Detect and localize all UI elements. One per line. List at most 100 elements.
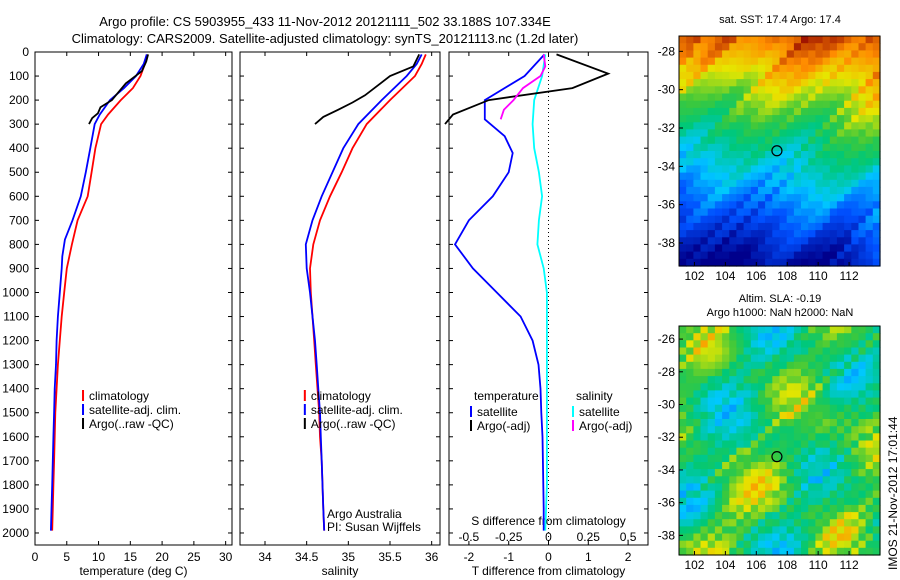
map-cell xyxy=(786,100,795,109)
map-cell xyxy=(844,215,852,224)
map-cell xyxy=(808,504,816,513)
map-cell xyxy=(743,333,752,341)
map-cell xyxy=(722,57,730,66)
map-cell xyxy=(758,419,766,427)
map-cell xyxy=(743,519,752,527)
map-y-tick-label: -32 xyxy=(658,430,676,444)
map-cell xyxy=(808,179,816,188)
salinity-axes-box xyxy=(239,51,441,546)
salinity-tick-label: -0.5 xyxy=(459,530,480,544)
x-tick-label: 35.5 xyxy=(378,550,402,564)
map-cell xyxy=(722,440,730,449)
map-cell xyxy=(858,251,867,260)
map-cell xyxy=(736,251,745,260)
map-cell xyxy=(722,222,730,231)
map-cell xyxy=(779,165,788,174)
map-cell xyxy=(829,230,838,238)
sla-map-subtitle: Argo h1000: NaN h2000: NaN xyxy=(706,307,854,319)
map-cell xyxy=(743,354,752,363)
map-cell xyxy=(772,454,781,463)
map-cell xyxy=(872,244,881,253)
map-cell xyxy=(750,440,759,449)
map-cell xyxy=(707,122,716,131)
map-cell xyxy=(793,512,802,520)
map-cell xyxy=(736,440,745,449)
map-cell xyxy=(679,107,687,116)
map-cell xyxy=(822,64,831,73)
map-cell xyxy=(736,258,745,267)
map-cell xyxy=(736,179,745,188)
map-cell xyxy=(679,251,687,260)
map-cell xyxy=(772,165,781,174)
map-y-tick-label: -38 xyxy=(658,236,676,250)
map-cell xyxy=(750,347,759,356)
map-cell xyxy=(865,512,874,520)
map-cell xyxy=(793,426,802,434)
map-cell xyxy=(786,165,795,174)
map-cell xyxy=(700,115,709,123)
map-cell xyxy=(700,504,709,513)
map-cell xyxy=(808,172,816,181)
map-cell xyxy=(872,340,881,349)
map-cell xyxy=(801,354,809,363)
map-cell xyxy=(801,519,809,527)
map-cell xyxy=(822,151,831,159)
map-cell xyxy=(829,447,838,456)
map-cell xyxy=(865,376,874,384)
map-cell xyxy=(722,411,730,420)
map-cell xyxy=(872,100,881,109)
map-cell xyxy=(815,151,824,159)
map-cell xyxy=(765,404,773,413)
map-cell xyxy=(772,100,781,109)
map-cell xyxy=(865,71,874,80)
map-cell xyxy=(722,230,730,238)
map-cell xyxy=(779,368,788,377)
map-cell xyxy=(686,547,694,556)
map-cell xyxy=(714,333,723,341)
map-cell xyxy=(865,347,874,356)
map-cell xyxy=(714,50,723,59)
map-x-tick-label: 108 xyxy=(777,269,797,283)
map-cell xyxy=(793,208,802,217)
map-cell xyxy=(801,100,809,109)
map-cell xyxy=(851,107,860,116)
map-cell xyxy=(844,194,852,202)
map-cell xyxy=(707,158,716,166)
y-tick-label: 1600 xyxy=(2,430,29,444)
map-cell xyxy=(822,244,831,253)
map-cell xyxy=(793,447,802,456)
map-cell xyxy=(758,186,766,195)
map-cell xyxy=(865,383,874,392)
map-x-tick-label: 112 xyxy=(840,269,859,283)
map-cell xyxy=(686,404,694,413)
map-cell xyxy=(786,64,795,73)
map-cell xyxy=(772,50,781,59)
map-cell xyxy=(714,433,723,442)
map-cell xyxy=(714,129,723,138)
map-cell xyxy=(829,194,838,202)
map-cell xyxy=(736,64,745,73)
map-cell xyxy=(808,251,816,260)
map-cell xyxy=(822,172,831,181)
map-cell xyxy=(815,136,824,145)
map-y-tick-label: -38 xyxy=(658,528,676,542)
map-cell xyxy=(822,512,831,520)
map-cell xyxy=(714,215,723,224)
map-cell xyxy=(829,426,838,434)
map-cell xyxy=(872,122,881,131)
x-tick-label: 0 xyxy=(32,550,39,564)
y-tick-label: 2000 xyxy=(2,526,29,540)
map-cell xyxy=(707,172,716,181)
map-x-tick-label: 106 xyxy=(746,269,766,283)
map-cell xyxy=(836,440,845,449)
map-cell xyxy=(765,376,773,384)
map-cell xyxy=(851,476,860,485)
map-cell xyxy=(772,419,781,427)
map-cell xyxy=(836,383,845,392)
series-line-difference-0 xyxy=(453,53,546,531)
map-cell xyxy=(743,440,752,449)
map-cell xyxy=(743,143,752,152)
map-cell xyxy=(765,208,773,217)
map-cell xyxy=(858,340,867,349)
map-cell xyxy=(686,533,694,542)
